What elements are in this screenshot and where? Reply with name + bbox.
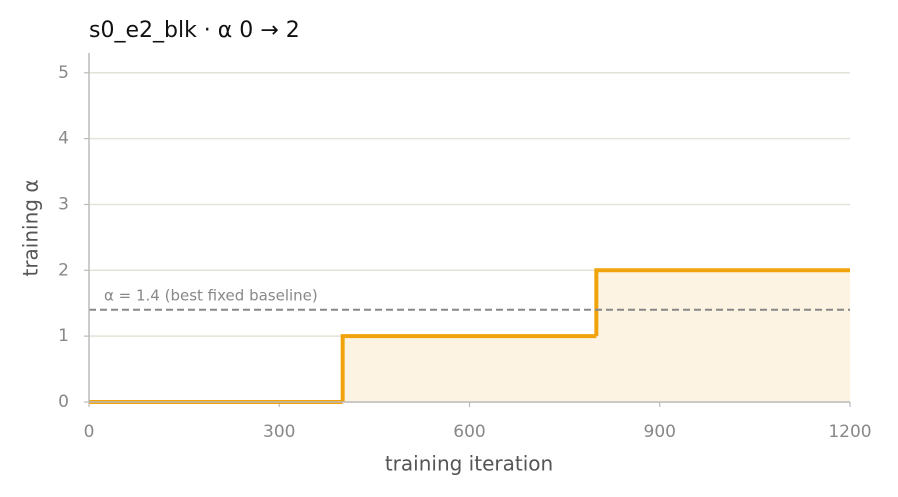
y-tick-label: 3 xyxy=(58,194,69,214)
x-axis-label: training iteration xyxy=(385,452,553,476)
y-tick-label: 4 xyxy=(58,129,69,149)
y-axis-label: training α xyxy=(19,179,43,276)
step-fill xyxy=(596,270,850,402)
y-tick-label: 1 xyxy=(58,326,69,346)
step-fill xyxy=(342,336,597,402)
chart-title: s0_e2_blk · α 0 → 2 xyxy=(89,18,300,43)
y-tick-label: 2 xyxy=(58,260,69,280)
x-tick-label: 1200 xyxy=(828,422,871,442)
x-tick-label: 0 xyxy=(84,422,95,442)
x-tick-label: 600 xyxy=(453,422,485,442)
reference-label: α = 1.4 (best fixed baseline) xyxy=(104,286,318,304)
x-tick-label: 900 xyxy=(644,422,676,442)
y-tick-label: 5 xyxy=(58,63,69,83)
step-segment xyxy=(594,268,850,337)
y-tick-label: 0 xyxy=(58,392,69,412)
step-segment xyxy=(340,334,597,402)
x-tick-label: 300 xyxy=(263,422,295,442)
